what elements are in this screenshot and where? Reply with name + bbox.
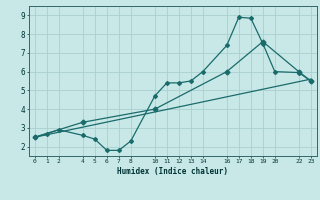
X-axis label: Humidex (Indice chaleur): Humidex (Indice chaleur)	[117, 167, 228, 176]
